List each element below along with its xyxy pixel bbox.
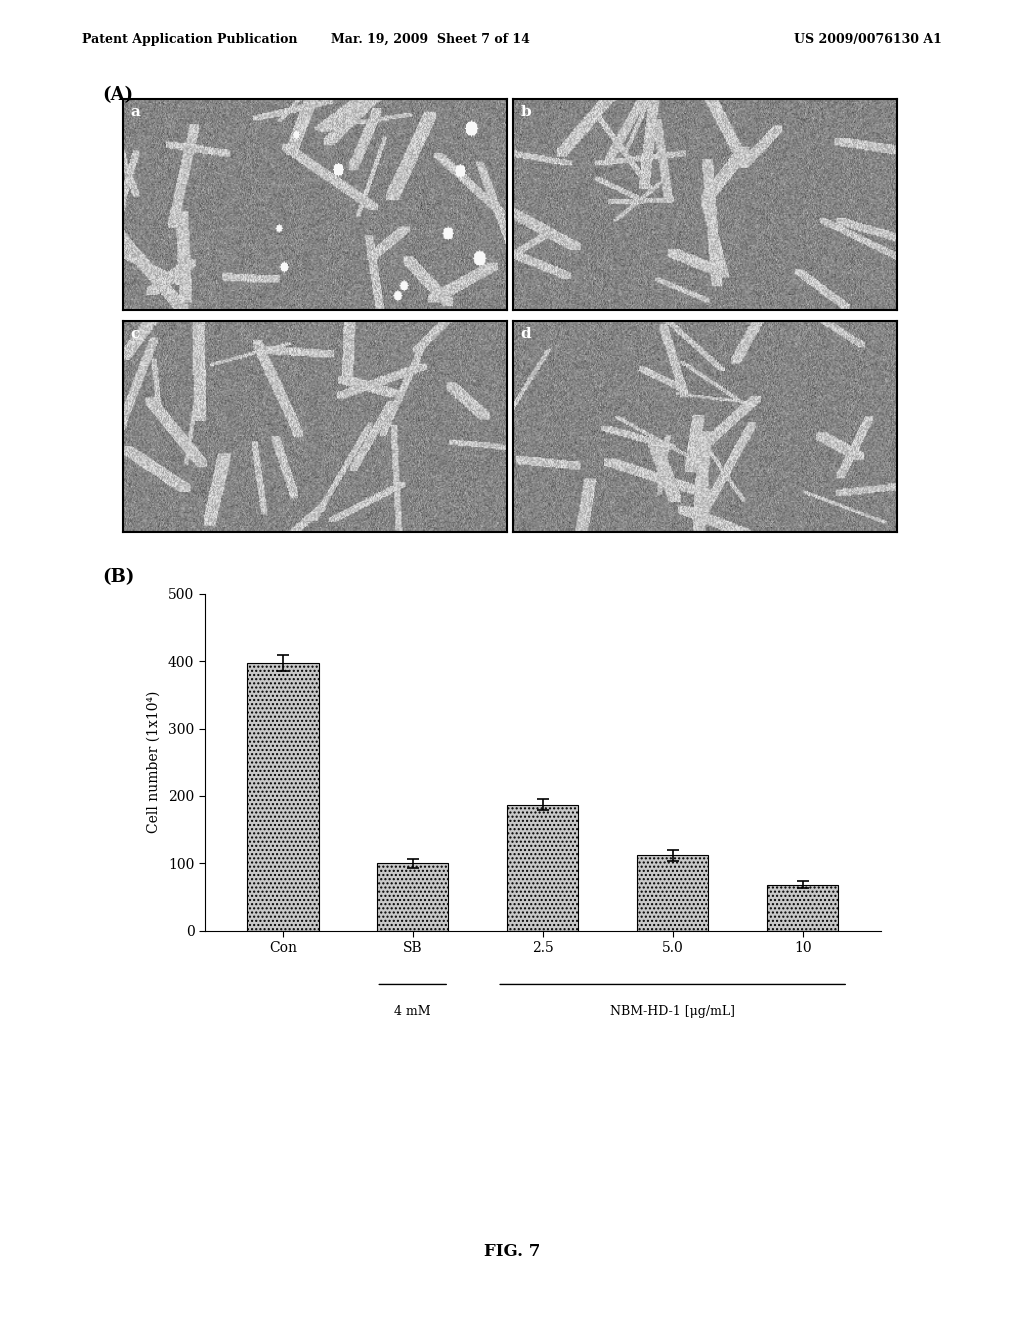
Text: c: c [131,327,140,341]
Text: US 2009/0076130 A1: US 2009/0076130 A1 [795,33,942,46]
Text: a: a [131,106,140,119]
Text: Mar. 19, 2009  Sheet 7 of 14: Mar. 19, 2009 Sheet 7 of 14 [331,33,529,46]
Bar [767,884,839,931]
Text: (A): (A) [102,86,133,104]
Bar [247,664,318,931]
Text: FIG. 7: FIG. 7 [483,1243,541,1259]
Bar [377,863,449,931]
Bar [507,805,579,931]
Text: d: d [520,327,531,341]
Text: Patent Application Publication: Patent Application Publication [82,33,297,46]
Text: NBM-HD-1 [μg/mL]: NBM-HD-1 [μg/mL] [610,1005,735,1018]
Bar [637,855,709,931]
Text: 4 mM: 4 mM [394,1005,431,1018]
Text: b: b [520,106,531,119]
Text: (B): (B) [102,568,135,586]
Y-axis label: Cell number (1x10⁴): Cell number (1x10⁴) [147,692,161,833]
